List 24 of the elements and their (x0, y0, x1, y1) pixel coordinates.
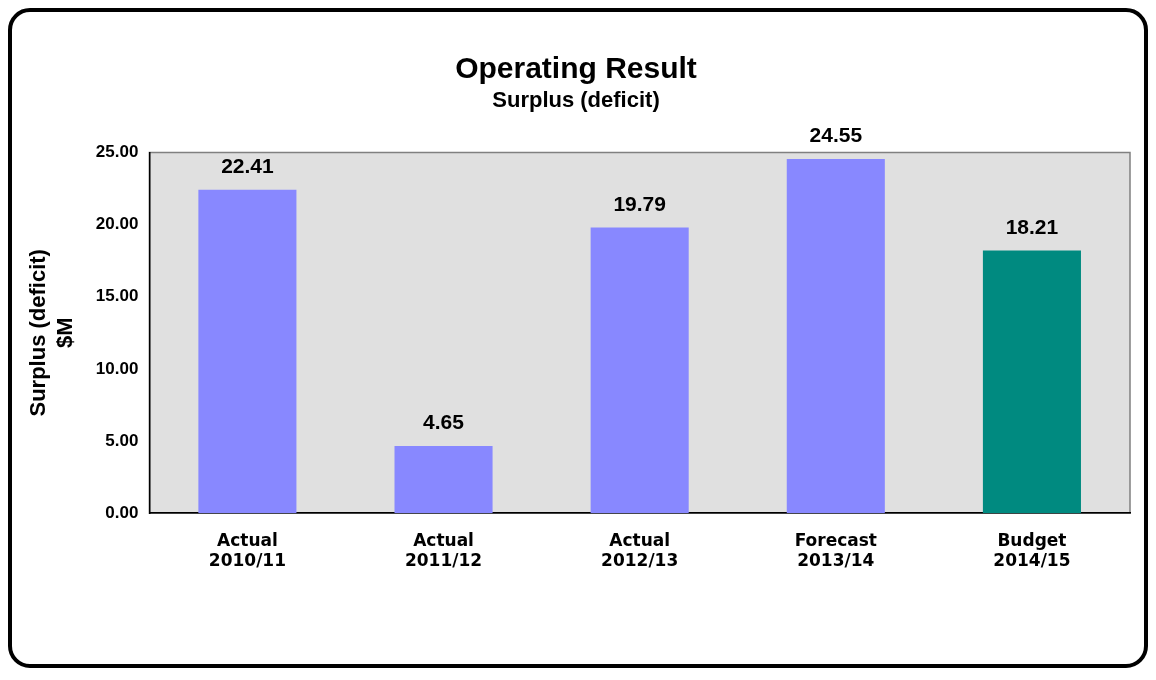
data-label: 18.21 (1005, 214, 1059, 238)
bar (982, 250, 1081, 514)
x-tick-label: Actual 2010/11 (208, 529, 286, 571)
chart-subtitle: Surplus (deficit) (492, 87, 660, 113)
y-tick-label: 10.00 (95, 358, 139, 378)
x-tick-label: Budget 2014/15 (993, 529, 1071, 571)
bar (786, 158, 885, 514)
x-tick-label: Actual 2012/13 (601, 529, 679, 571)
y-tick-label: 25.00 (95, 142, 139, 162)
bar (394, 446, 493, 514)
bar (198, 189, 297, 514)
y-axis-title: Surplus (deficit) $M (25, 249, 77, 417)
data-label: 19.79 (613, 191, 666, 215)
x-tick-label: Forecast 2013/14 (794, 529, 877, 571)
y-tick-label: 0.00 (105, 502, 139, 522)
data-label: 22.41 (221, 154, 274, 178)
y-tick-label: 20.00 (95, 214, 139, 234)
bar (590, 227, 689, 514)
chart-title: Operating Result (455, 51, 697, 85)
x-tick-label: Actual 2011/12 (404, 529, 483, 571)
y-tick-label: 15.00 (95, 286, 139, 306)
y-tick-label: 5.00 (105, 430, 139, 450)
data-label: 4.65 (423, 410, 465, 434)
data-label: 24.55 (809, 123, 863, 147)
